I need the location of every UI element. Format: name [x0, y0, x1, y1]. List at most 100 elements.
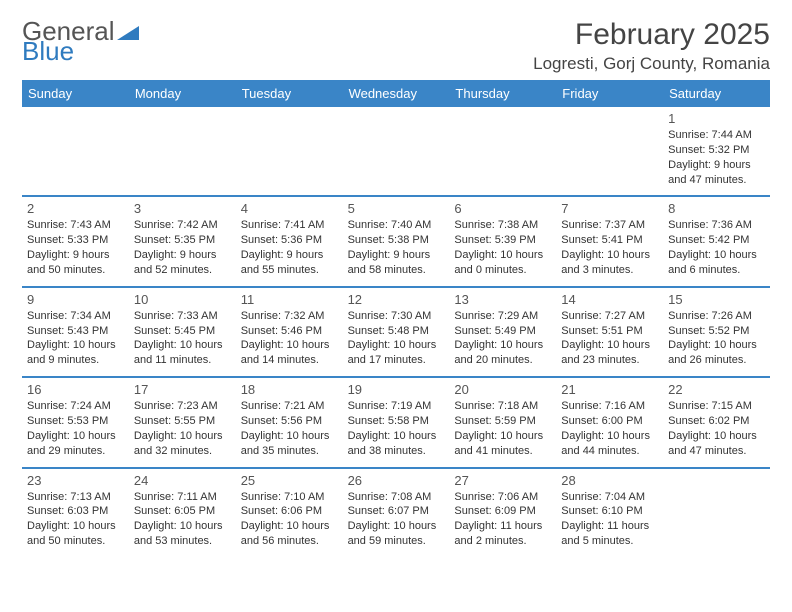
day-sunrise: Sunrise: 7:40 AM [348, 218, 445, 233]
day-cell [556, 107, 663, 195]
day-daylight2: and 14 minutes. [241, 353, 338, 368]
day-sunrise: Sunrise: 7:37 AM [561, 218, 658, 233]
day-cell: 10Sunrise: 7:33 AMSunset: 5:45 PMDayligh… [129, 288, 236, 376]
day-cell: 6Sunrise: 7:38 AMSunset: 5:39 PMDaylight… [449, 197, 556, 285]
day-sunrise: Sunrise: 7:04 AM [561, 490, 658, 505]
day-sunset: Sunset: 5:56 PM [241, 414, 338, 429]
location: Logresti, Gorj County, Romania [533, 54, 770, 74]
day-sunrise: Sunrise: 7:41 AM [241, 218, 338, 233]
day-sunset: Sunset: 5:58 PM [348, 414, 445, 429]
day-number: 11 [241, 292, 338, 307]
day-sunrise: Sunrise: 7:44 AM [668, 128, 765, 143]
day-sunset: Sunset: 5:41 PM [561, 233, 658, 248]
day-sunrise: Sunrise: 7:32 AM [241, 309, 338, 324]
day-daylight2: and 11 minutes. [134, 353, 231, 368]
day-sunrise: Sunrise: 7:36 AM [668, 218, 765, 233]
day-daylight1: Daylight: 10 hours [561, 338, 658, 353]
day-sunset: Sunset: 6:00 PM [561, 414, 658, 429]
weekday-header: Sunday Monday Tuesday Wednesday Thursday… [22, 80, 770, 107]
day-daylight2: and 50 minutes. [27, 263, 124, 278]
day-cell: 22Sunrise: 7:15 AMSunset: 6:02 PMDayligh… [663, 378, 770, 466]
day-cell: 8Sunrise: 7:36 AMSunset: 5:42 PMDaylight… [663, 197, 770, 285]
day-daylight2: and 59 minutes. [348, 534, 445, 549]
day-cell: 16Sunrise: 7:24 AMSunset: 5:53 PMDayligh… [22, 378, 129, 466]
day-daylight1: Daylight: 10 hours [454, 338, 551, 353]
day-sunrise: Sunrise: 7:27 AM [561, 309, 658, 324]
day-number: 7 [561, 201, 658, 216]
day-daylight2: and 32 minutes. [134, 444, 231, 459]
day-cell [129, 107, 236, 195]
day-daylight2: and 52 minutes. [134, 263, 231, 278]
day-daylight2: and 20 minutes. [454, 353, 551, 368]
day-daylight1: Daylight: 10 hours [27, 519, 124, 534]
day-cell [236, 107, 343, 195]
day-cell [449, 107, 556, 195]
day-cell: 26Sunrise: 7:08 AMSunset: 6:07 PMDayligh… [343, 469, 450, 557]
day-sunrise: Sunrise: 7:26 AM [668, 309, 765, 324]
day-cell: 18Sunrise: 7:21 AMSunset: 5:56 PMDayligh… [236, 378, 343, 466]
day-daylight1: Daylight: 10 hours [454, 248, 551, 263]
day-daylight1: Daylight: 10 hours [348, 429, 445, 444]
day-cell [343, 107, 450, 195]
day-sunrise: Sunrise: 7:38 AM [454, 218, 551, 233]
day-sunrise: Sunrise: 7:30 AM [348, 309, 445, 324]
day-sunset: Sunset: 5:32 PM [668, 143, 765, 158]
weekday-sun: Sunday [22, 80, 129, 107]
weekday-sat: Saturday [663, 80, 770, 107]
day-daylight2: and 47 minutes. [668, 173, 765, 188]
day-sunrise: Sunrise: 7:21 AM [241, 399, 338, 414]
day-cell: 9Sunrise: 7:34 AMSunset: 5:43 PMDaylight… [22, 288, 129, 376]
day-daylight1: Daylight: 11 hours [454, 519, 551, 534]
day-daylight2: and 41 minutes. [454, 444, 551, 459]
day-cell: 12Sunrise: 7:30 AMSunset: 5:48 PMDayligh… [343, 288, 450, 376]
day-daylight1: Daylight: 10 hours [241, 429, 338, 444]
day-daylight2: and 6 minutes. [668, 263, 765, 278]
day-daylight2: and 56 minutes. [241, 534, 338, 549]
day-sunrise: Sunrise: 7:10 AM [241, 490, 338, 505]
day-daylight1: Daylight: 10 hours [27, 338, 124, 353]
day-number: 16 [27, 382, 124, 397]
day-cell: 11Sunrise: 7:32 AMSunset: 5:46 PMDayligh… [236, 288, 343, 376]
day-daylight1: Daylight: 9 hours [668, 158, 765, 173]
week-row: 1 Sunrise: 7:44 AMSunset: 5:32 PMDaylight… [22, 107, 770, 197]
week-row: 16Sunrise: 7:24 AMSunset: 5:53 PMDayligh… [22, 378, 770, 468]
day-number: 22 [668, 382, 765, 397]
day-daylight1: Daylight: 10 hours [561, 429, 658, 444]
day-cell: 25Sunrise: 7:10 AMSunset: 6:06 PMDayligh… [236, 469, 343, 557]
day-cell: 23Sunrise: 7:13 AMSunset: 6:03 PMDayligh… [22, 469, 129, 557]
day-daylight2: and 35 minutes. [241, 444, 338, 459]
weekday-mon: Monday [129, 80, 236, 107]
day-daylight2: and 5 minutes. [561, 534, 658, 549]
day-sunset: Sunset: 5:43 PM [27, 324, 124, 339]
day-daylight2: and 55 minutes. [241, 263, 338, 278]
day-cell: 3Sunrise: 7:42 AMSunset: 5:35 PMDaylight… [129, 197, 236, 285]
day-number: 1 [668, 111, 765, 126]
day-cell: 17Sunrise: 7:23 AMSunset: 5:55 PMDayligh… [129, 378, 236, 466]
day-cell: 15Sunrise: 7:26 AMSunset: 5:52 PMDayligh… [663, 288, 770, 376]
calendar-body: 1Sunrise: 7:44 AMSunset: 5:32 PMDaylight… [22, 107, 770, 557]
logo: General Blue [22, 18, 139, 64]
day-sunrise: Sunrise: 7:06 AM [454, 490, 551, 505]
day-cell: 5Sunrise: 7:40 AMSunset: 5:38 PMDaylight… [343, 197, 450, 285]
day-sunrise: Sunrise: 7:19 AM [348, 399, 445, 414]
day-daylight2: and 29 minutes. [27, 444, 124, 459]
day-daylight2: and 53 minutes. [134, 534, 231, 549]
day-daylight2: and 17 minutes. [348, 353, 445, 368]
day-cell: 28Sunrise: 7:04 AMSunset: 6:10 PMDayligh… [556, 469, 663, 557]
day-sunset: Sunset: 6:06 PM [241, 504, 338, 519]
day-sunrise: Sunrise: 7:16 AM [561, 399, 658, 414]
day-sunrise: Sunrise: 7:15 AM [668, 399, 765, 414]
day-sunrise: Sunrise: 7:13 AM [27, 490, 124, 505]
day-sunset: Sunset: 6:09 PM [454, 504, 551, 519]
day-sunrise: Sunrise: 7:18 AM [454, 399, 551, 414]
day-number: 19 [348, 382, 445, 397]
day-cell: 27Sunrise: 7:06 AMSunset: 6:09 PMDayligh… [449, 469, 556, 557]
day-sunrise: Sunrise: 7:23 AM [134, 399, 231, 414]
day-sunset: Sunset: 5:42 PM [668, 233, 765, 248]
logo-text: General Blue [22, 18, 139, 64]
day-daylight2: and 50 minutes. [27, 534, 124, 549]
day-cell: 4Sunrise: 7:41 AMSunset: 5:36 PMDaylight… [236, 197, 343, 285]
day-sunset: Sunset: 5:38 PM [348, 233, 445, 248]
week-row: 2Sunrise: 7:43 AMSunset: 5:33 PMDaylight… [22, 197, 770, 287]
day-daylight2: and 44 minutes. [561, 444, 658, 459]
